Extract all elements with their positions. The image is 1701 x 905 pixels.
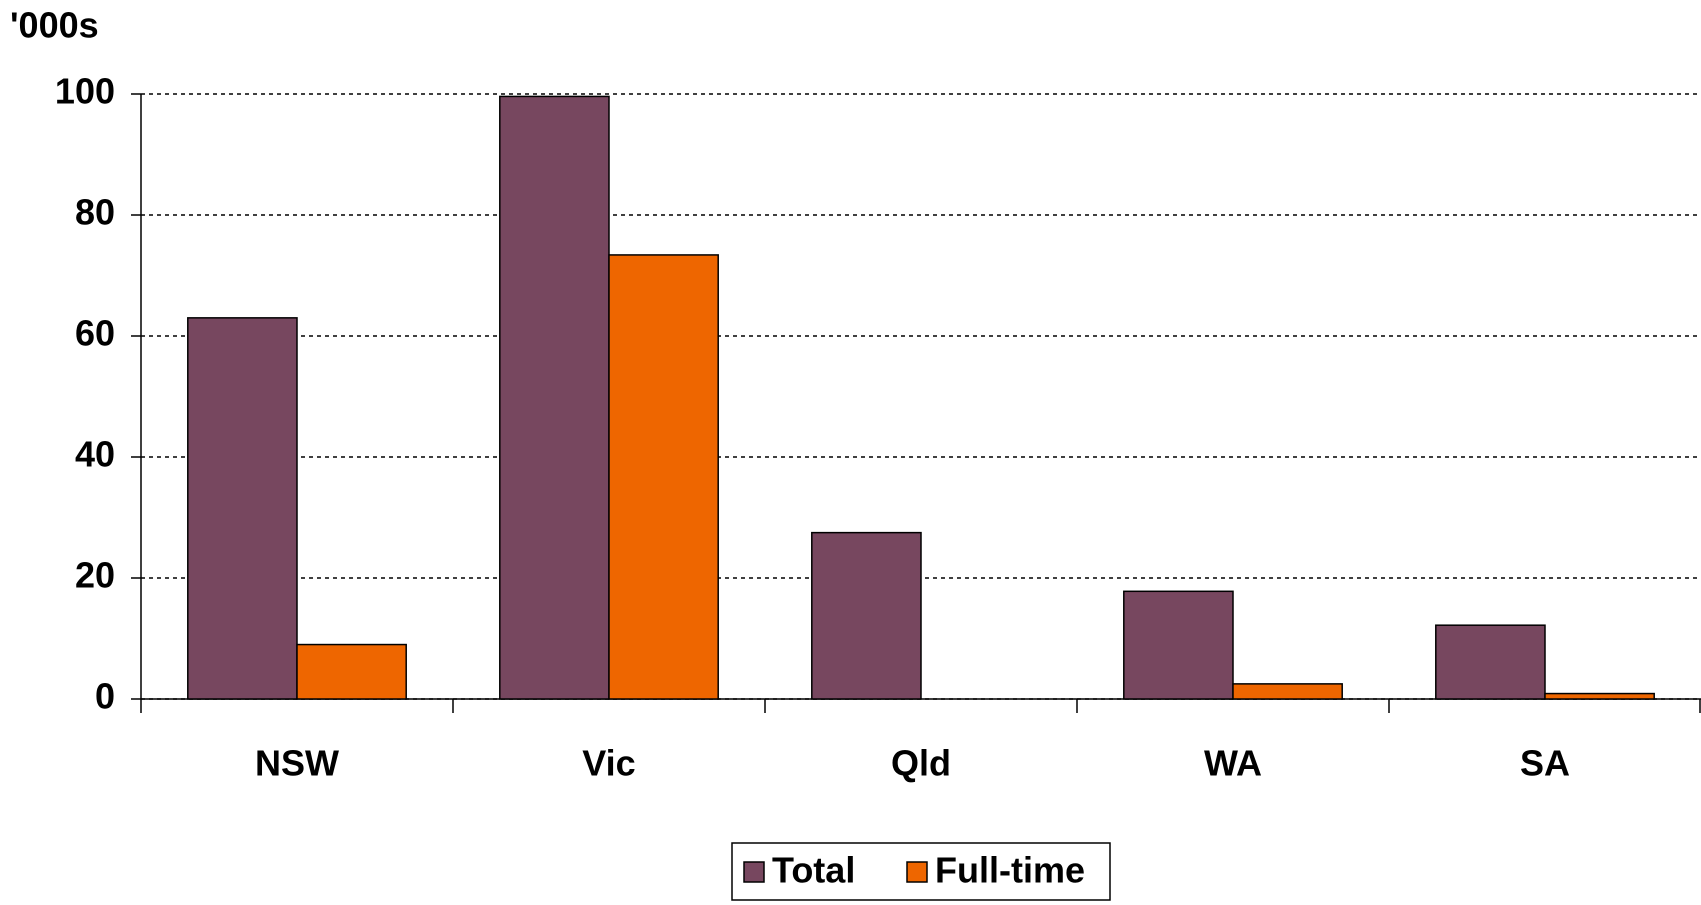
legend-label: Total [772, 850, 855, 891]
bar [1544, 692, 1655, 700]
y-tick-label: 80 [75, 192, 115, 233]
x-tick-label: SA [1520, 743, 1570, 784]
y-tick-label: 60 [75, 313, 115, 354]
bar [499, 95, 610, 700]
x-tick-label: NSW [255, 743, 339, 784]
legend-label: Full-time [935, 850, 1085, 891]
bar [1123, 590, 1234, 700]
y-tick-label: 40 [75, 434, 115, 475]
x-tick-label: Qld [891, 743, 951, 784]
y-tick-label: 20 [75, 555, 115, 596]
y-axis-label: '000s [10, 5, 99, 46]
x-tick-label: WA [1204, 743, 1262, 784]
legend-swatch [906, 861, 928, 883]
bar [1232, 683, 1343, 700]
x-tick-label: Vic [582, 743, 635, 784]
bar [811, 531, 922, 700]
bar [296, 643, 407, 700]
bar [1435, 624, 1546, 700]
y-tick-label: 100 [55, 71, 115, 112]
legend-swatch [743, 861, 765, 883]
bar [608, 254, 719, 700]
bar [187, 317, 298, 700]
y-tick-label: 0 [95, 676, 115, 717]
